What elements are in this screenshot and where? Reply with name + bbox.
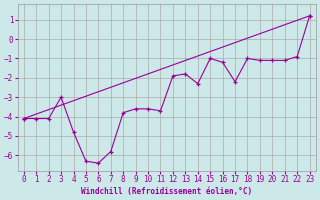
X-axis label: Windchill (Refroidissement éolien,°C): Windchill (Refroidissement éolien,°C): [81, 187, 252, 196]
